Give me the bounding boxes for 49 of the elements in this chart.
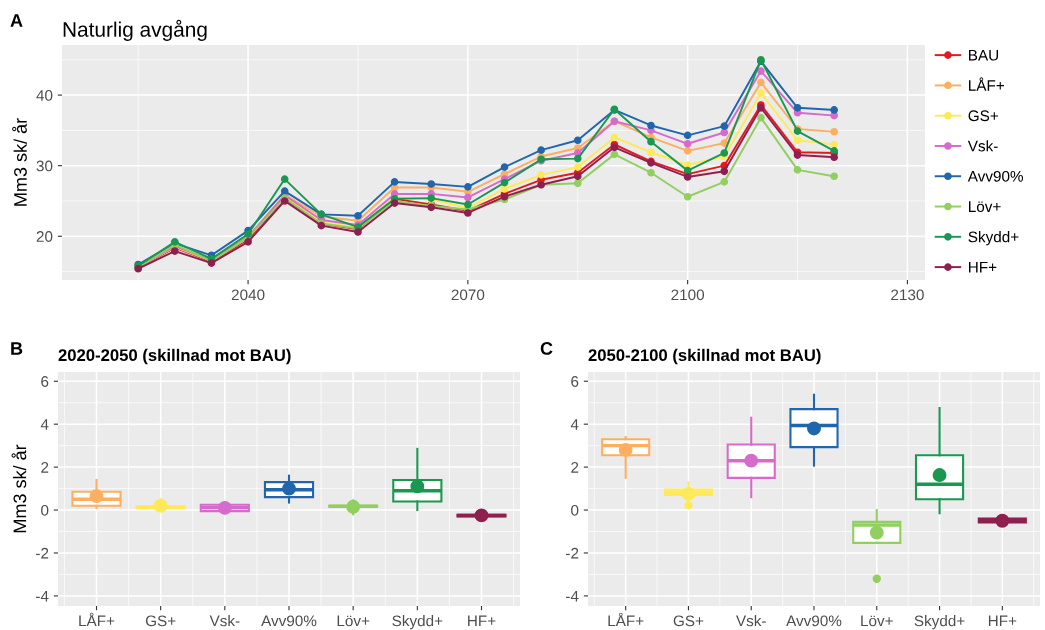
- legend-label: LÅF+: [969, 77, 1004, 91]
- x-tick-label: HF+: [468, 615, 496, 627]
- x-tick-label: Löv+: [861, 615, 893, 627]
- text: C: [540, 342, 553, 355]
- x-tick-label: LÅF+: [79, 612, 115, 627]
- y-tick-label: 0: [41, 504, 49, 516]
- x-tick-label: LÅF+: [608, 612, 644, 627]
- x-tick-label: 2040: [231, 289, 265, 301]
- y-tick-label: 20: [36, 231, 53, 242]
- x-tick-label: GS+: [673, 615, 704, 627]
- legend-label: BAU: [969, 49, 999, 61]
- legend-label: Skydd+: [968, 231, 1019, 246]
- x-tick-label: HF+: [988, 615, 1017, 627]
- legend-label: GS+: [968, 110, 999, 122]
- legend-label: Vsk-: [967, 140, 998, 152]
- chart-title: Naturlig avgång: [63, 19, 207, 41]
- x-tick-label: Vsk-: [736, 615, 766, 627]
- y-tick-label: 6: [41, 376, 49, 387]
- x-tick-label: 2130: [891, 289, 924, 301]
- x-tick-label: Löv+: [337, 615, 370, 627]
- y-tick-label: 2: [41, 461, 49, 473]
- y-tick-label: -4: [36, 590, 49, 602]
- y-tick-label: -2: [36, 547, 49, 559]
- y-tick-label: -4: [566, 590, 579, 602]
- legend-label: HF+: [969, 261, 997, 273]
- y-tick-label: 40: [36, 89, 53, 101]
- y-tick-label: 30: [36, 160, 53, 172]
- x-tick-label: Skydd+: [392, 615, 443, 630]
- x-tick-label: Skydd+: [914, 615, 965, 630]
- y-axis-title: Mm3 sk/ år: [11, 444, 27, 533]
- y-tick-label: 4: [40, 419, 49, 430]
- y-tick-label: -2: [566, 547, 579, 559]
- y-tick-label: 2: [571, 461, 579, 473]
- y-tick-label: 6: [571, 376, 579, 387]
- x-tick-label: GS+: [145, 615, 176, 627]
- x-tick-label: Avv90%: [261, 615, 317, 627]
- legend-label: Löv+: [969, 201, 1001, 213]
- legend-label: Avv90%: [967, 170, 1024, 182]
- chart-title: 2020-2050 (skillnad mot BAU): [58, 348, 291, 365]
- y-tick-label: 0: [571, 504, 579, 516]
- y-axis-title: Mm3 sk/ år: [12, 118, 27, 206]
- x-tick-label: Avv90%: [786, 615, 842, 627]
- x-tick-label: Vsk-: [209, 615, 240, 627]
- y-tick-label: 4: [570, 419, 579, 430]
- x-tick-label: 2100: [671, 289, 705, 301]
- x-tick-label: 2070: [451, 289, 485, 301]
- chart-title: 2050-2100 (skillnad mot BAU): [588, 348, 821, 365]
- text: B: [11, 342, 23, 355]
- text: A: [10, 14, 23, 27]
